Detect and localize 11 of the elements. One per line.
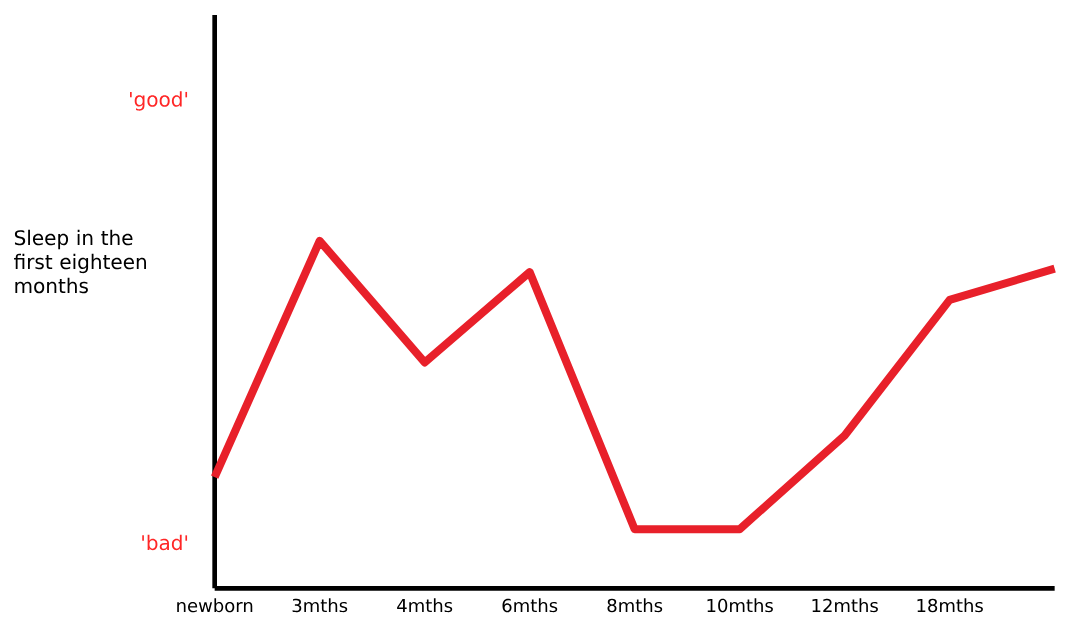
x-tick-label: 6mths [502,598,558,613]
text: 'bad' [142,534,188,551]
y-axis-title: Sleep in the first eighteen months [14,229,146,294]
x-tick-label: 3mths [292,598,348,613]
x-tick-label: 8mths [607,598,663,613]
x-tick-label: 12mths [812,598,878,613]
x-tick-label: 18mths [917,598,983,613]
x-tick-label: 10mths [707,598,773,613]
x-tick-label: newborn [177,598,253,613]
text: 'good' [130,91,188,111]
x-tick-label: 4mths [397,598,453,613]
